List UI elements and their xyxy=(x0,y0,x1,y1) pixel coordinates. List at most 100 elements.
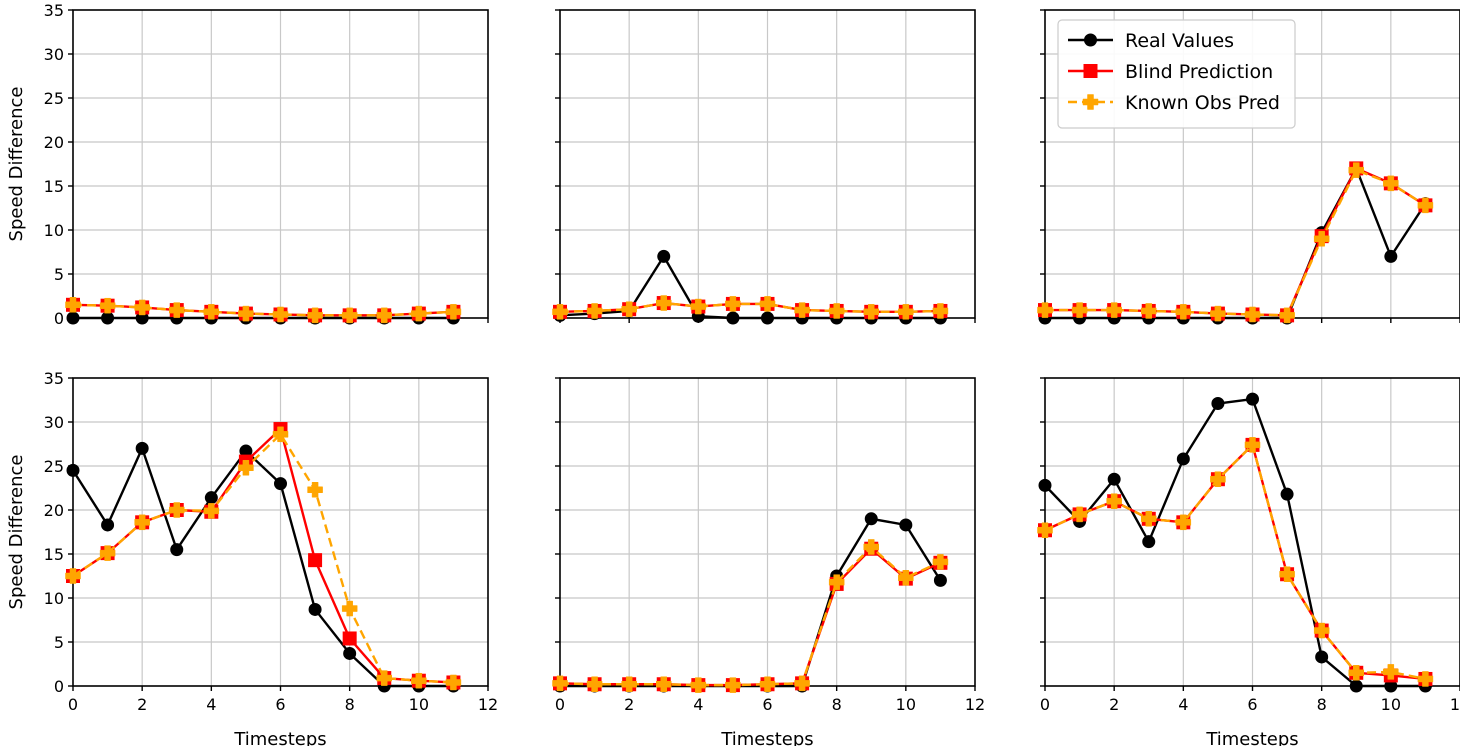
legend-label: Known Obs Pred xyxy=(1125,92,1280,114)
subplot-bottom-right: 0 2 4 6 8 10 12 Timesteps xyxy=(1038,378,1460,746)
data-point xyxy=(205,492,217,504)
y-tick-label: 15 xyxy=(44,177,64,196)
x-tick-label: 0 xyxy=(68,695,78,714)
data-point xyxy=(900,519,912,531)
data-point xyxy=(102,519,114,531)
y-tick-label: 0 xyxy=(54,677,64,696)
data-point xyxy=(67,464,79,476)
data-point xyxy=(1039,479,1051,491)
series-line-known-obs-pred xyxy=(560,547,940,685)
legend: Real Values Blind Prediction Known Obs Pre… xyxy=(1058,20,1295,128)
y-tick-label: 20 xyxy=(44,501,64,520)
data-point xyxy=(136,442,148,454)
x-tick-label: 0 xyxy=(1040,695,1050,714)
series-group xyxy=(553,250,948,324)
x-tick-label: 2 xyxy=(1109,695,1119,714)
series-line-real-values xyxy=(560,519,940,686)
data-point xyxy=(1177,453,1189,465)
x-tick-label: 4 xyxy=(206,695,216,714)
y-tick-label: 15 xyxy=(44,545,64,564)
data-point xyxy=(344,647,356,659)
x-tick-label: 6 xyxy=(275,695,285,714)
data-point xyxy=(1385,250,1397,262)
x-tick-label: 8 xyxy=(1317,695,1327,714)
series-group xyxy=(66,297,461,324)
series-line-blind-prediction xyxy=(1045,168,1425,315)
data-point xyxy=(308,482,323,497)
y-tick-label: 5 xyxy=(54,633,64,652)
data-point xyxy=(1350,680,1362,692)
x-tick-label: 2 xyxy=(624,695,634,714)
x-tick-label: 6 xyxy=(1247,695,1257,714)
data-point xyxy=(171,544,183,556)
data-point xyxy=(727,312,739,324)
x-axis-title: Timesteps xyxy=(720,729,813,746)
series-line-blind-prediction xyxy=(560,549,940,685)
data-point xyxy=(762,312,774,324)
series-line-real-values xyxy=(1045,399,1425,686)
x-axis-title: Timesteps xyxy=(1205,729,1298,746)
x-tick-label: 12 xyxy=(1450,695,1460,714)
data-point xyxy=(865,513,877,525)
y-tick-label: 10 xyxy=(44,589,64,608)
series-line-known-obs-pred xyxy=(73,434,453,682)
data-point xyxy=(1281,488,1293,500)
x-tick-label: 2 xyxy=(137,695,147,714)
subplot-top-middle xyxy=(553,10,976,324)
data-point xyxy=(1108,473,1120,485)
x-tick-label: 8 xyxy=(832,695,842,714)
y-axis-title: Speed Difference xyxy=(6,87,27,242)
subplot-bottom-middle: 0 2 4 6 8 10 12 Timesteps xyxy=(553,378,986,746)
series-line-known-obs-pred xyxy=(1045,170,1425,315)
series-group xyxy=(1038,393,1433,692)
series-line-real-values xyxy=(73,448,453,686)
data-point xyxy=(1212,398,1224,410)
data-point xyxy=(934,574,946,586)
x-tick-label: 12 xyxy=(478,695,498,714)
series-line-known-obs-pred xyxy=(73,305,453,316)
legend-marker xyxy=(1084,65,1097,78)
subplot-bottom-left: 0 2 4 6 8 10 12 Timesteps 0 5 10 15 20 25 30 35 Speed Di… xyxy=(6,369,498,746)
series-line-known-obs-pred xyxy=(1045,445,1425,679)
x-axis-title: Timesteps xyxy=(233,729,326,746)
data-point xyxy=(343,632,356,645)
series-line-real-values xyxy=(1045,168,1425,318)
x-tick-label: 4 xyxy=(1178,695,1188,714)
data-point xyxy=(658,250,670,262)
y-tick-label: 30 xyxy=(44,45,64,64)
legend-marker xyxy=(1085,34,1097,46)
series-line-blind-prediction xyxy=(1045,445,1425,679)
y-tick-label: 35 xyxy=(44,369,64,388)
y-axis-title: Speed Difference xyxy=(6,455,27,610)
data-point xyxy=(1247,393,1259,405)
series-group xyxy=(66,423,461,692)
data-point xyxy=(275,478,287,490)
x-tick-label: 10 xyxy=(409,695,429,714)
x-tick-label: 4 xyxy=(693,695,703,714)
data-point xyxy=(102,312,114,324)
legend-label: Real Values xyxy=(1125,30,1234,52)
data-point xyxy=(309,603,321,615)
y-tick-label: 25 xyxy=(44,89,64,108)
x-tick-label: 6 xyxy=(762,695,772,714)
x-tick-label: 10 xyxy=(896,695,916,714)
y-tick-label: 5 xyxy=(54,265,64,284)
x-tick-label: 8 xyxy=(345,695,355,714)
x-tick-label: 12 xyxy=(965,695,985,714)
x-tick-label: 0 xyxy=(555,695,565,714)
series-group xyxy=(553,513,948,693)
y-tick-label: 10 xyxy=(44,221,64,240)
y-tick-label: 25 xyxy=(44,457,64,476)
y-tick-label: 0 xyxy=(54,309,64,328)
y-tick-label: 30 xyxy=(44,413,64,432)
x-tick-label: 10 xyxy=(1381,695,1401,714)
y-tick-label: 20 xyxy=(44,133,64,152)
data-point xyxy=(1143,536,1155,548)
legend-label: Blind Prediction xyxy=(1125,61,1273,83)
data-point xyxy=(309,554,322,567)
data-point xyxy=(342,601,357,616)
data-point xyxy=(1316,651,1328,663)
